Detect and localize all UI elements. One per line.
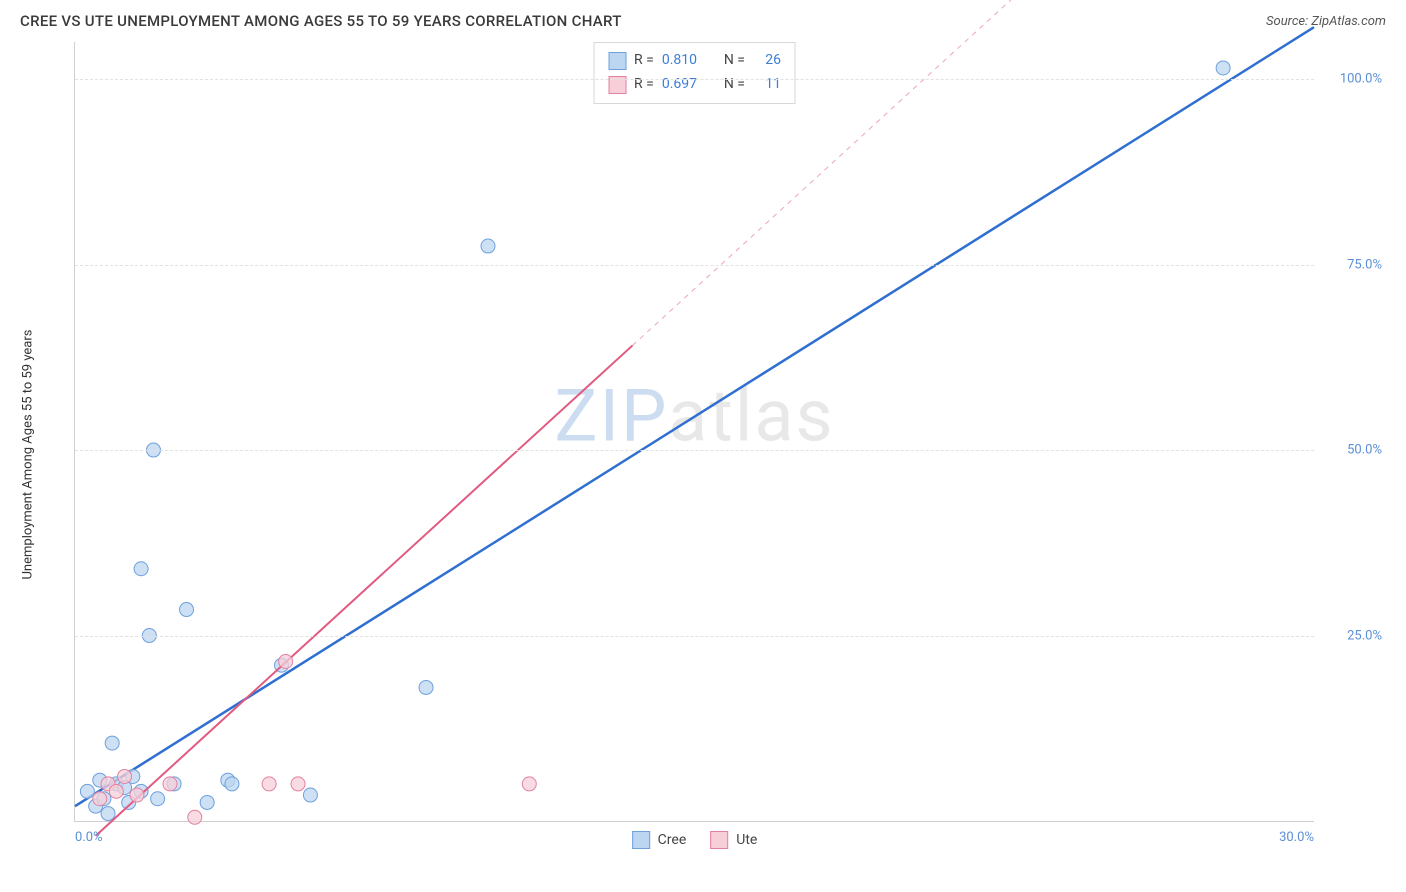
series-legend: Cree Ute xyxy=(632,831,758,849)
data-point xyxy=(109,784,123,798)
data-point xyxy=(225,777,239,791)
data-point xyxy=(291,777,305,791)
n-value: 26 xyxy=(753,49,781,73)
data-point xyxy=(180,603,194,617)
legend-swatch xyxy=(608,52,626,70)
r-label: R = xyxy=(634,49,654,73)
y-tick-label: 50.0% xyxy=(1322,443,1382,458)
y-axis-label: Unemployment Among Ages 55 to 59 years xyxy=(21,330,36,580)
data-point xyxy=(93,792,107,806)
data-point xyxy=(188,810,202,824)
chart-source: Source: ZipAtlas.com xyxy=(1266,14,1386,29)
data-point xyxy=(1216,61,1230,75)
x-tick-min: 0.0% xyxy=(75,830,103,845)
chart-area: Unemployment Among Ages 55 to 59 years Z… xyxy=(56,42,1386,852)
legend-swatch xyxy=(632,831,650,849)
data-point xyxy=(118,769,132,783)
legend-label: Cree xyxy=(658,832,687,848)
r-value: 0.697 xyxy=(662,73,706,97)
legend-item: Ute xyxy=(710,831,757,849)
data-point xyxy=(200,795,214,809)
gridline xyxy=(75,636,1314,637)
correlation-row: R = 0.810 N = 26 xyxy=(608,49,781,73)
data-point xyxy=(522,777,536,791)
gridline xyxy=(75,79,1314,80)
data-point xyxy=(130,788,144,802)
gridline xyxy=(75,450,1314,451)
data-point xyxy=(101,807,115,821)
correlation-row: R = 0.697 N = 11 xyxy=(608,73,781,97)
x-tick-max: 30.0% xyxy=(1279,830,1314,845)
data-point xyxy=(105,736,119,750)
y-tick-label: 25.0% xyxy=(1322,628,1382,643)
chart-svg xyxy=(75,42,1314,821)
n-label: N = xyxy=(724,73,745,97)
data-point xyxy=(303,788,317,802)
data-point xyxy=(80,784,94,798)
data-point xyxy=(163,777,177,791)
plot-region: ZIPatlas R =0.810N =26R =0.697N =11 Cree… xyxy=(74,42,1314,822)
y-tick-label: 100.0% xyxy=(1322,72,1382,87)
data-point xyxy=(481,239,495,253)
trend-line xyxy=(96,345,633,835)
trend-line xyxy=(75,27,1314,806)
gridline xyxy=(75,265,1314,266)
data-point xyxy=(419,680,433,694)
legend-label: Ute xyxy=(736,832,757,848)
n-value: 11 xyxy=(753,73,781,97)
data-point xyxy=(279,654,293,668)
legend-swatch xyxy=(710,831,728,849)
chart-title: CREE VS UTE UNEMPLOYMENT AMONG AGES 55 T… xyxy=(20,12,622,30)
data-point xyxy=(151,792,165,806)
y-tick-label: 75.0% xyxy=(1322,257,1382,272)
chart-header: CREE VS UTE UNEMPLOYMENT AMONG AGES 55 T… xyxy=(0,0,1406,30)
legend-item: Cree xyxy=(632,831,687,849)
data-point xyxy=(134,562,148,576)
data-point xyxy=(262,777,276,791)
n-label: N = xyxy=(724,49,745,73)
correlation-legend: R = 0.810 N = 26 R = 0.697 N = 11 xyxy=(593,42,796,104)
r-label: R = xyxy=(634,73,654,97)
r-value: 0.810 xyxy=(662,49,706,73)
